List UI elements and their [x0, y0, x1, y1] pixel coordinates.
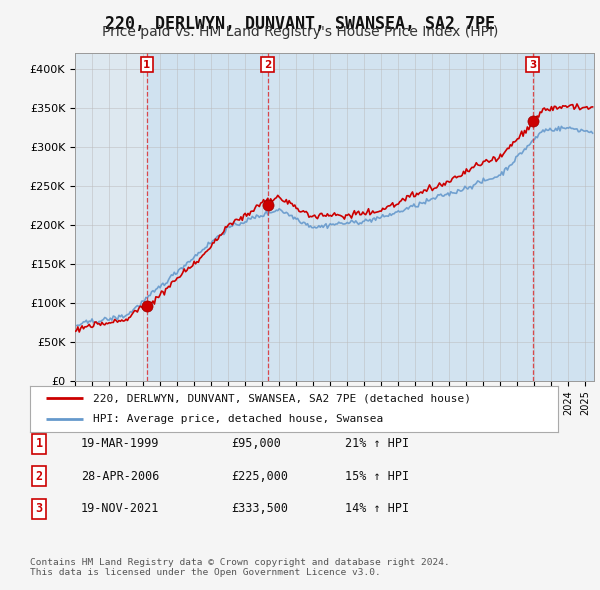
- Text: 19-NOV-2021: 19-NOV-2021: [81, 502, 160, 515]
- Text: HPI: Average price, detached house, Swansea: HPI: Average price, detached house, Swan…: [94, 414, 383, 424]
- Text: 21% ↑ HPI: 21% ↑ HPI: [345, 437, 409, 450]
- Text: £95,000: £95,000: [231, 437, 281, 450]
- Text: £333,500: £333,500: [231, 502, 288, 515]
- Text: 2: 2: [35, 470, 43, 483]
- Text: 19-MAR-1999: 19-MAR-1999: [81, 437, 160, 450]
- Text: 14% ↑ HPI: 14% ↑ HPI: [345, 502, 409, 515]
- Text: 3: 3: [35, 502, 43, 515]
- Text: 15% ↑ HPI: 15% ↑ HPI: [345, 470, 409, 483]
- Text: 220, DERLWYN, DUNVANT, SWANSEA, SA2 7PE: 220, DERLWYN, DUNVANT, SWANSEA, SA2 7PE: [105, 15, 495, 33]
- Text: £225,000: £225,000: [231, 470, 288, 483]
- Text: 1: 1: [143, 60, 151, 70]
- Text: 3: 3: [529, 60, 536, 70]
- Bar: [147, 53, 268, 381]
- Text: 28-APR-2006: 28-APR-2006: [81, 470, 160, 483]
- Bar: [75, 53, 147, 381]
- Text: 220, DERLWYN, DUNVANT, SWANSEA, SA2 7PE (detached house): 220, DERLWYN, DUNVANT, SWANSEA, SA2 7PE …: [94, 394, 472, 404]
- Text: 2: 2: [264, 60, 271, 70]
- Bar: [268, 53, 533, 381]
- Text: Price paid vs. HM Land Registry's House Price Index (HPI): Price paid vs. HM Land Registry's House …: [102, 25, 498, 40]
- Text: 1: 1: [35, 437, 43, 450]
- Text: Contains HM Land Registry data © Crown copyright and database right 2024.
This d: Contains HM Land Registry data © Crown c…: [30, 558, 450, 577]
- Bar: [533, 53, 594, 381]
